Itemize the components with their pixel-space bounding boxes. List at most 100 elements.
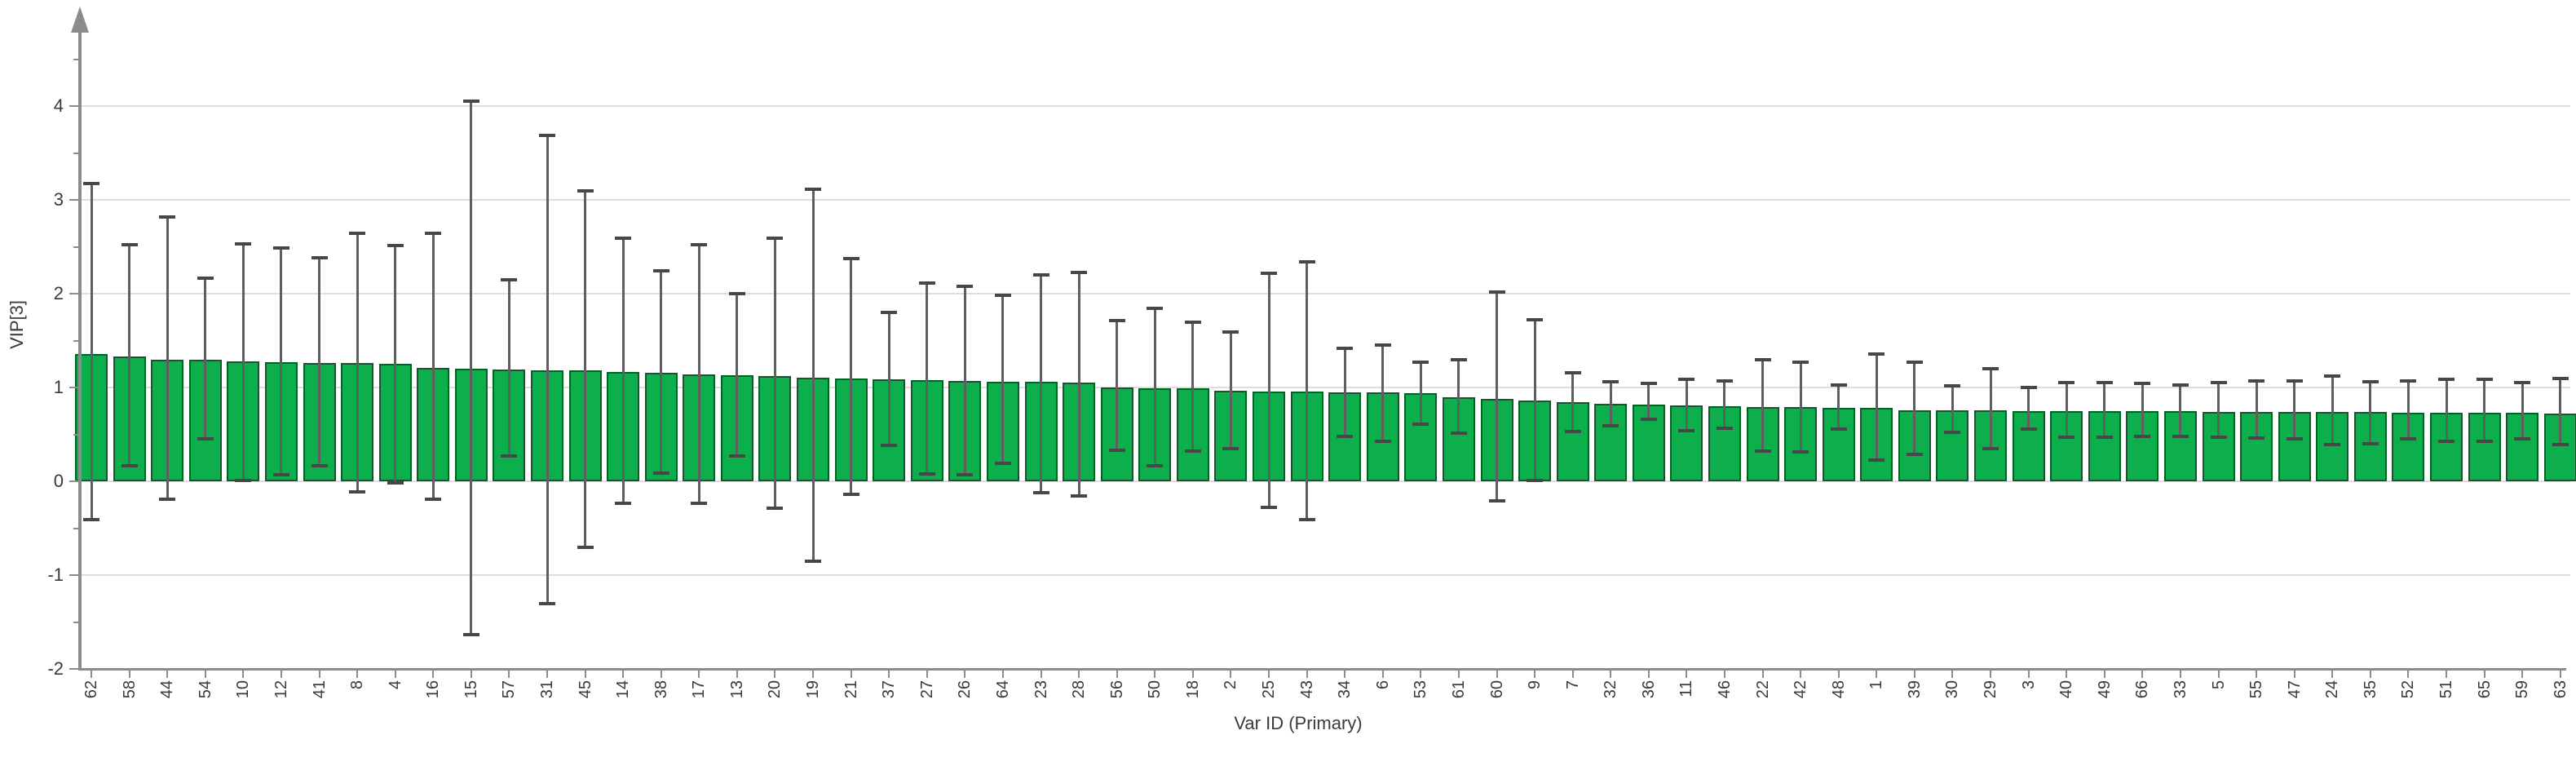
error-cap: [2400, 378, 2417, 383]
x-tick-label: 61: [1449, 680, 1468, 699]
error-cap: [2172, 383, 2189, 387]
error-cap: [1147, 463, 1164, 467]
error-cap: [1602, 380, 1619, 384]
error-cap: [2324, 374, 2341, 378]
y-tick: [69, 480, 80, 482]
x-tick: [1837, 671, 1840, 678]
x-tick-label: 42: [1792, 680, 1810, 699]
gridline: [80, 480, 2570, 482]
x-tick: [1306, 671, 1308, 678]
error-whisker: [90, 184, 93, 520]
error-cap: [1944, 431, 1961, 435]
x-tick-label: 22: [1753, 680, 1772, 699]
x-tick: [128, 671, 130, 678]
x-tick-label: 28: [1070, 680, 1089, 699]
x-tick-label: 21: [842, 680, 860, 699]
x-tick: [242, 671, 245, 678]
bar: [1442, 396, 1475, 481]
x-tick-label: 32: [1602, 680, 1620, 699]
x-tick: [2027, 671, 2030, 678]
x-tick: [432, 671, 435, 678]
x-tick: [812, 671, 814, 678]
error-cap: [1830, 383, 1847, 387]
error-whisker: [2483, 379, 2485, 441]
x-tick-label: 53: [1412, 680, 1430, 699]
x-tick: [1990, 671, 1991, 678]
error-cap: [577, 545, 594, 549]
error-cap: [2552, 443, 2569, 447]
error-cap: [2096, 436, 2113, 439]
x-tick-label: 58: [120, 680, 139, 699]
y-tick: [69, 199, 80, 201]
x-tick-label: 2: [1222, 680, 1240, 690]
x-tick: [926, 671, 928, 678]
error-cap: [1108, 319, 1125, 323]
error-whisker: [621, 238, 625, 503]
error-cap: [2020, 386, 2037, 389]
error-whisker: [2103, 383, 2106, 437]
error-whisker: [280, 247, 283, 475]
gridline: [80, 199, 2570, 201]
error-cap: [387, 244, 404, 248]
error-cap: [1906, 360, 1923, 364]
error-whisker: [546, 135, 549, 604]
x-tick-label: 26: [956, 680, 974, 699]
error-cap: [235, 478, 252, 482]
x-tick: [318, 671, 320, 678]
x-tick-label: 11: [1677, 680, 1696, 697]
x-tick-label: 41: [310, 680, 329, 699]
error-whisker: [1191, 321, 1195, 452]
x-tick: [2217, 671, 2220, 678]
error-whisker: [128, 245, 131, 466]
error-cap: [1032, 490, 1049, 494]
error-cap: [2058, 381, 2075, 385]
x-tick-label: 35: [2361, 680, 2379, 699]
x-tick-label: 50: [1146, 680, 1164, 699]
error-whisker: [1609, 382, 1612, 427]
error-whisker: [773, 238, 776, 509]
x-tick-label: 6: [1373, 680, 1392, 690]
error-cap: [728, 292, 745, 295]
x-tick-label: 17: [690, 680, 709, 699]
error-whisker: [660, 271, 663, 473]
error-cap: [349, 232, 366, 236]
x-tick-label: 54: [196, 680, 214, 699]
error-cap: [1184, 320, 1201, 324]
x-tick-label: 52: [2399, 680, 2418, 699]
x-tick-label: 43: [1297, 680, 1316, 699]
error-cap: [2438, 439, 2454, 443]
error-whisker: [1116, 321, 1119, 451]
y-minor-tick: [73, 621, 80, 623]
x-tick: [1496, 671, 1498, 678]
error-whisker: [850, 259, 853, 495]
x-tick: [1001, 671, 1004, 678]
error-cap: [842, 493, 859, 497]
x-tick: [1381, 671, 1384, 678]
error-cap: [615, 501, 632, 505]
error-cap: [1222, 330, 1239, 334]
y-axis-arrow-icon: [71, 7, 89, 33]
x-tick: [660, 671, 662, 678]
error-cap: [652, 269, 669, 273]
gridline: [80, 574, 2570, 576]
x-tick-label: 14: [614, 680, 633, 699]
error-cap: [1564, 430, 1581, 433]
x-tick: [1761, 671, 1764, 678]
error-cap: [1071, 270, 1088, 274]
x-tick: [850, 671, 852, 678]
error-cap: [2020, 427, 2037, 431]
error-cap: [2438, 378, 2454, 382]
error-cap: [2210, 436, 2227, 439]
error-cap: [121, 463, 138, 467]
x-tick-label: 33: [2171, 680, 2189, 699]
error-cap: [1488, 290, 1505, 294]
error-cap: [1602, 424, 1619, 428]
error-cap: [1754, 449, 1771, 454]
error-cap: [425, 232, 442, 236]
x-tick-label: 45: [576, 680, 594, 699]
error-cap: [728, 454, 745, 458]
error-cap: [1640, 382, 1657, 386]
y-tick-label: 3: [53, 189, 64, 210]
error-cap: [805, 559, 821, 563]
error-whisker: [318, 258, 320, 466]
